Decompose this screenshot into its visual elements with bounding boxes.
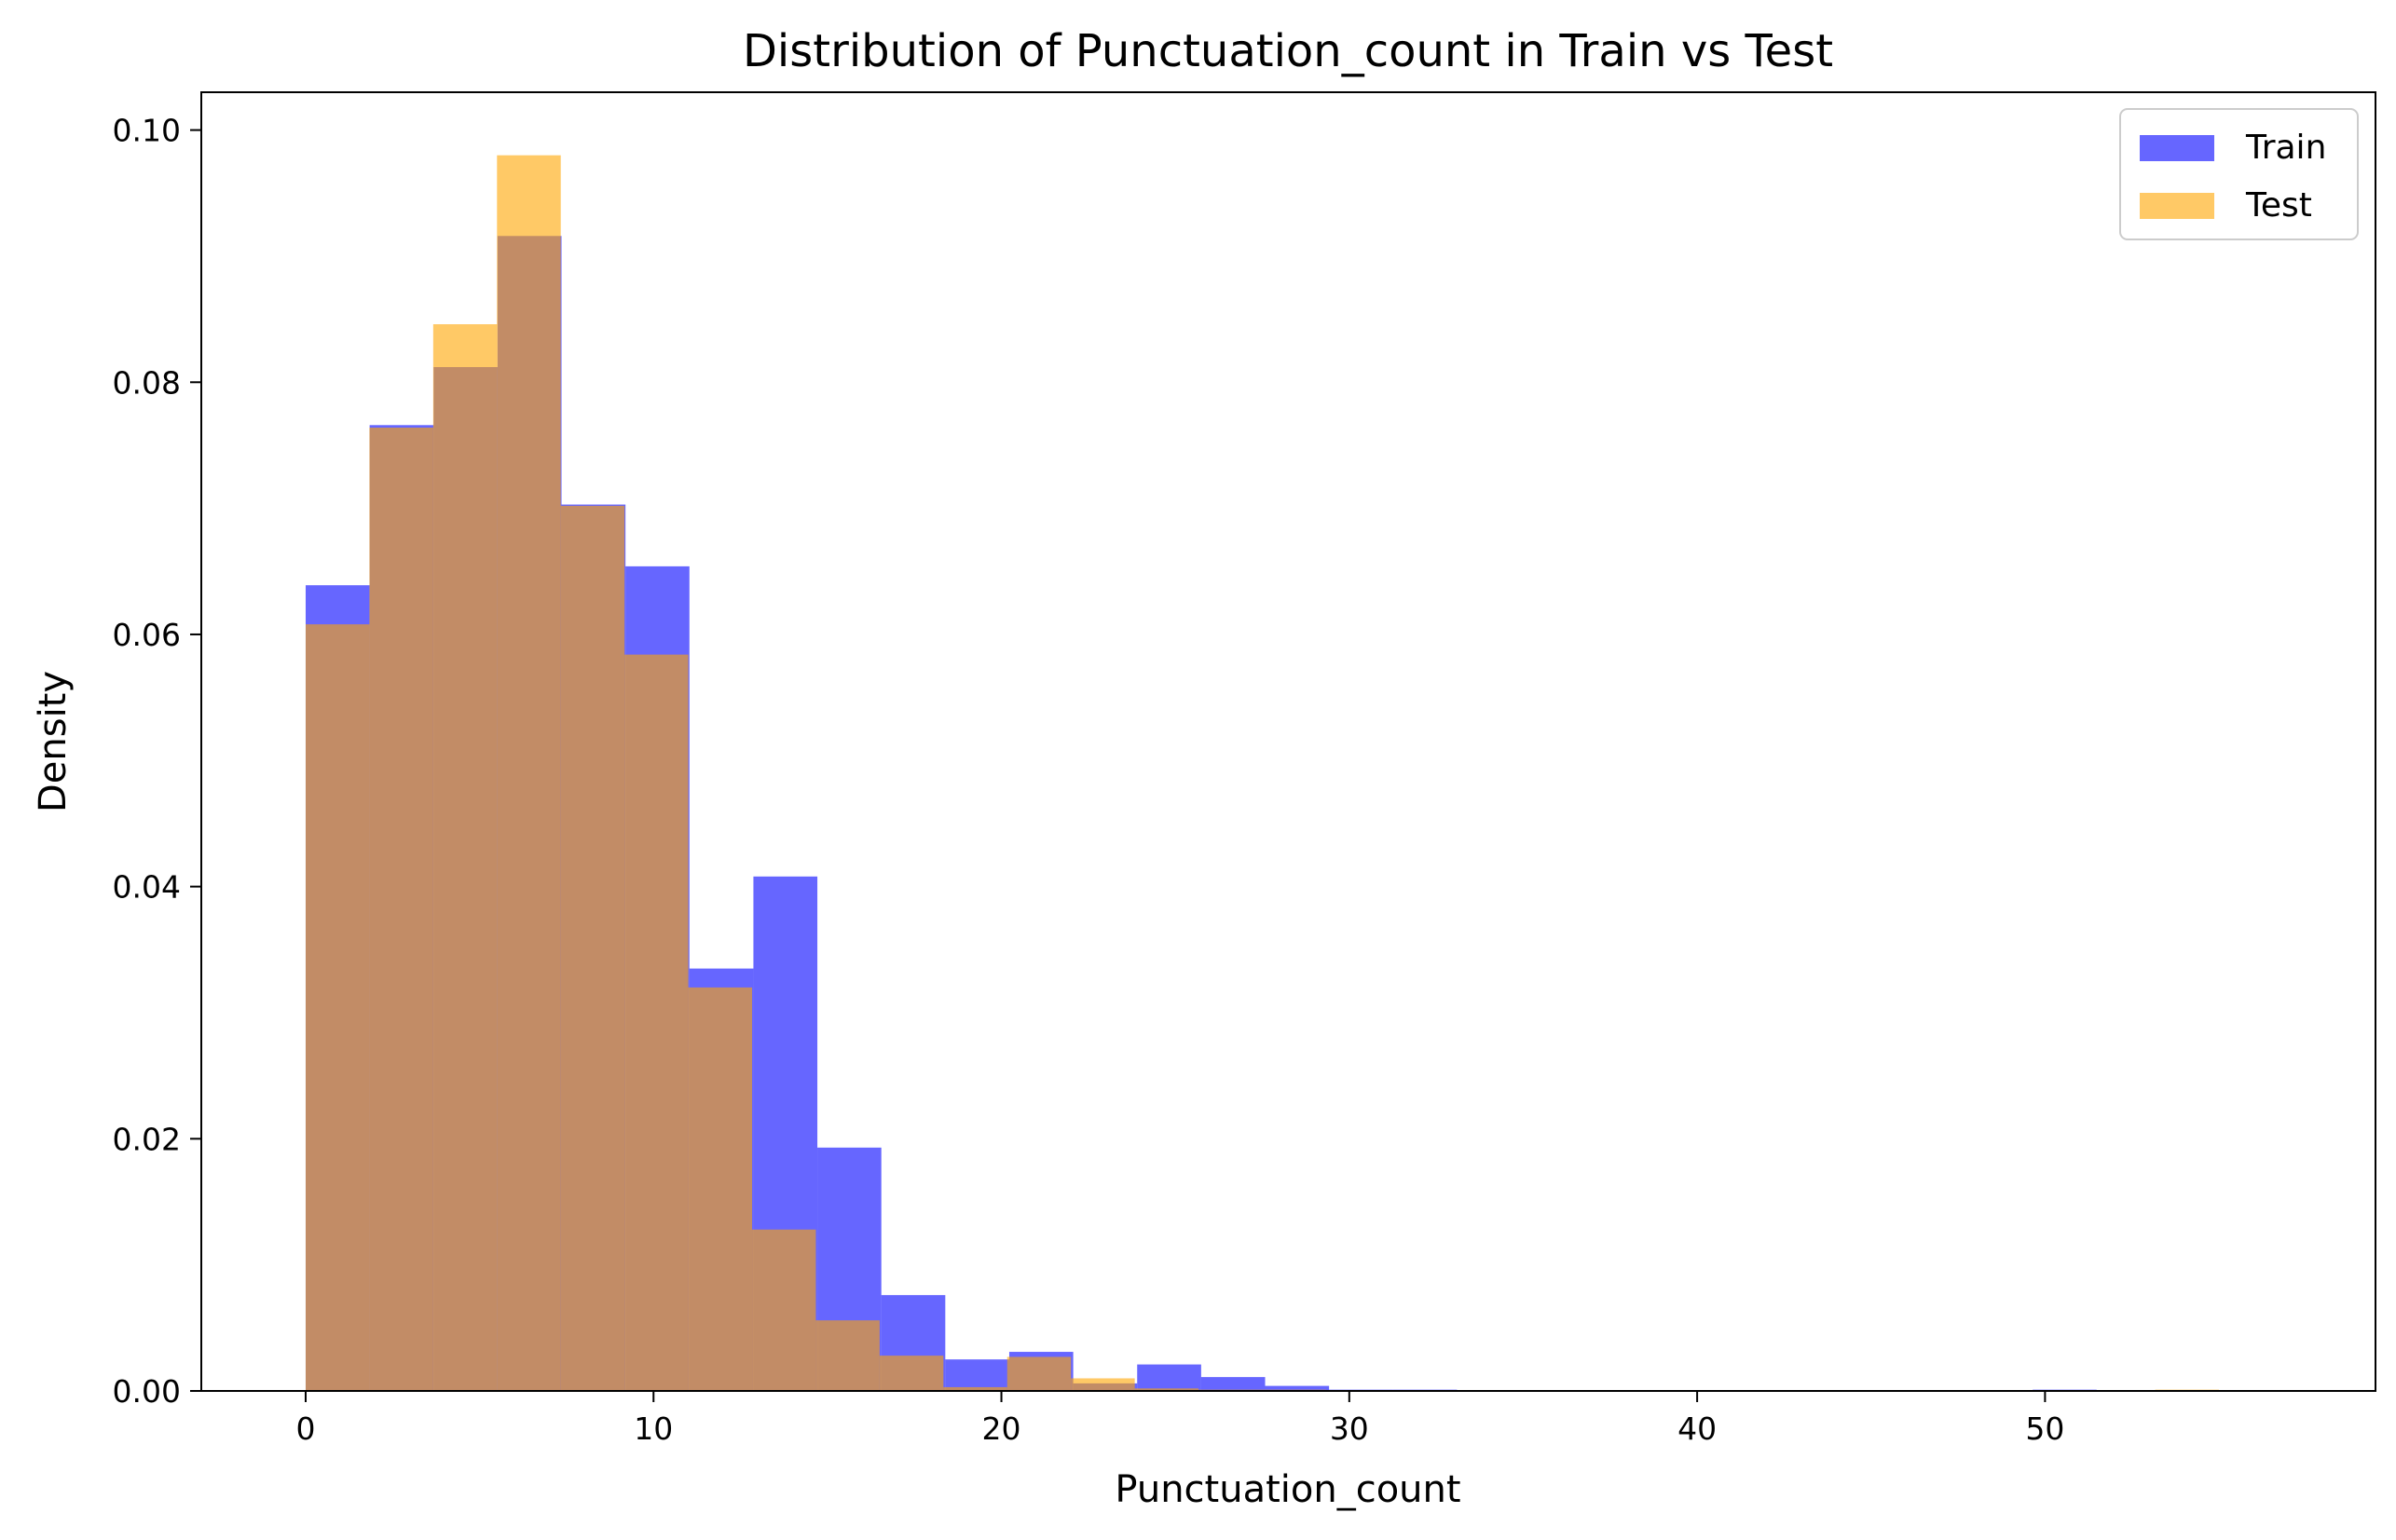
bar-test-0 <box>305 624 370 1391</box>
y-tick-label: 0.08 <box>113 364 181 401</box>
x-tick-label: 0 <box>295 1411 315 1447</box>
legend: Train Test <box>2119 108 2359 240</box>
legend-label-test: Test <box>2245 186 2312 225</box>
bar-test-3 <box>497 155 561 1391</box>
y-tick-label: 0.02 <box>113 1121 181 1157</box>
y-axis-label: Density <box>32 671 75 812</box>
y-tick-label: 0.04 <box>113 869 181 906</box>
legend-swatch-test <box>2140 193 2214 219</box>
bar-test-13 <box>1134 1388 1199 1391</box>
chart-title: Distribution of Punctuation_count in Tra… <box>743 25 1833 77</box>
x-tick-label: 40 <box>1677 1411 1717 1447</box>
x-axis-label: Punctuation_count <box>1115 1468 1460 1511</box>
y-tick-label: 0.06 <box>113 617 181 653</box>
bar-test-2 <box>432 324 498 1391</box>
y-tick-label: 0.10 <box>113 113 181 149</box>
bar-test-11 <box>1006 1356 1072 1391</box>
x-tick-label: 30 <box>1330 1411 1369 1447</box>
bar-train-14 <box>1200 1377 1266 1391</box>
y-tick-label: 0.00 <box>113 1373 181 1410</box>
x-tick-label: 50 <box>2025 1411 2064 1447</box>
bar-test-12 <box>1071 1378 1135 1391</box>
bar-test-5 <box>624 654 689 1391</box>
y-axis-ticks: 0.00 0.02 0.04 0.06 0.08 0.10 <box>113 113 201 1410</box>
bar-train-15 <box>1265 1385 1330 1391</box>
x-axis-ticks: 0 10 20 30 40 50 <box>295 1391 2064 1447</box>
legend-label-train: Train <box>2245 129 2326 167</box>
x-tick-label: 10 <box>634 1411 673 1447</box>
legend-swatch-train <box>2140 135 2214 161</box>
bar-train-13 <box>1137 1364 1201 1391</box>
x-tick-label: 20 <box>982 1411 1021 1447</box>
bar-test-4 <box>560 505 625 1391</box>
plot-frame <box>200 91 2376 1392</box>
bars-layer <box>305 155 2219 1392</box>
bar-train-10 <box>945 1359 1009 1391</box>
bar-test-6 <box>688 987 753 1391</box>
bar-test-9 <box>879 1356 944 1391</box>
bar-test-1 <box>369 428 433 1391</box>
bar-test-10 <box>943 1386 1007 1391</box>
bar-test-8 <box>815 1320 880 1391</box>
bar-test-7 <box>752 1229 816 1391</box>
